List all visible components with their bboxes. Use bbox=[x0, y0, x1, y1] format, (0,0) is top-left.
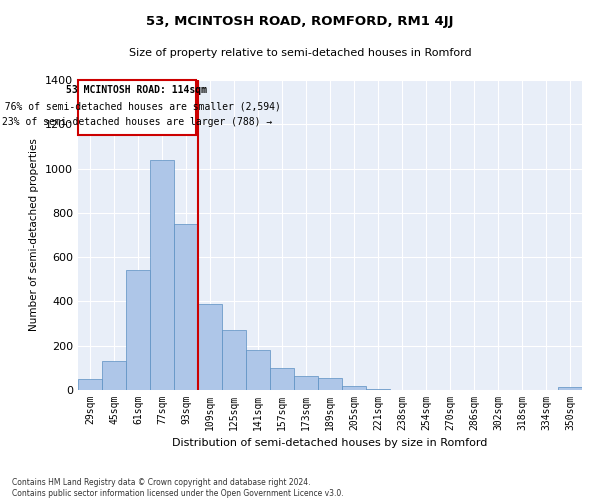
X-axis label: Distribution of semi-detached houses by size in Romford: Distribution of semi-detached houses by … bbox=[172, 438, 488, 448]
Text: 23% of semi-detached houses are larger (788) →: 23% of semi-detached houses are larger (… bbox=[2, 117, 272, 127]
Text: 53, MCINTOSH ROAD, ROMFORD, RM1 4JJ: 53, MCINTOSH ROAD, ROMFORD, RM1 4JJ bbox=[146, 15, 454, 28]
Bar bbox=[318, 378, 342, 390]
Bar bbox=[342, 386, 366, 390]
Y-axis label: Number of semi-detached properties: Number of semi-detached properties bbox=[29, 138, 40, 332]
FancyBboxPatch shape bbox=[78, 80, 196, 136]
Text: 53 MCINTOSH ROAD: 114sqm: 53 MCINTOSH ROAD: 114sqm bbox=[67, 85, 208, 95]
Bar bbox=[294, 376, 318, 390]
Bar bbox=[246, 350, 270, 390]
Bar bbox=[198, 304, 222, 390]
Bar bbox=[222, 330, 246, 390]
Bar bbox=[174, 224, 198, 390]
Text: Contains HM Land Registry data © Crown copyright and database right 2024.
Contai: Contains HM Land Registry data © Crown c… bbox=[12, 478, 344, 498]
Text: Size of property relative to semi-detached houses in Romford: Size of property relative to semi-detach… bbox=[128, 48, 472, 58]
Text: ← 76% of semi-detached houses are smaller (2,594): ← 76% of semi-detached houses are smalle… bbox=[0, 102, 281, 112]
Bar bbox=[102, 361, 126, 390]
Bar bbox=[126, 270, 150, 390]
Bar bbox=[558, 386, 582, 390]
Bar bbox=[78, 379, 102, 390]
Bar bbox=[270, 368, 294, 390]
Bar bbox=[366, 389, 390, 390]
Bar bbox=[150, 160, 174, 390]
